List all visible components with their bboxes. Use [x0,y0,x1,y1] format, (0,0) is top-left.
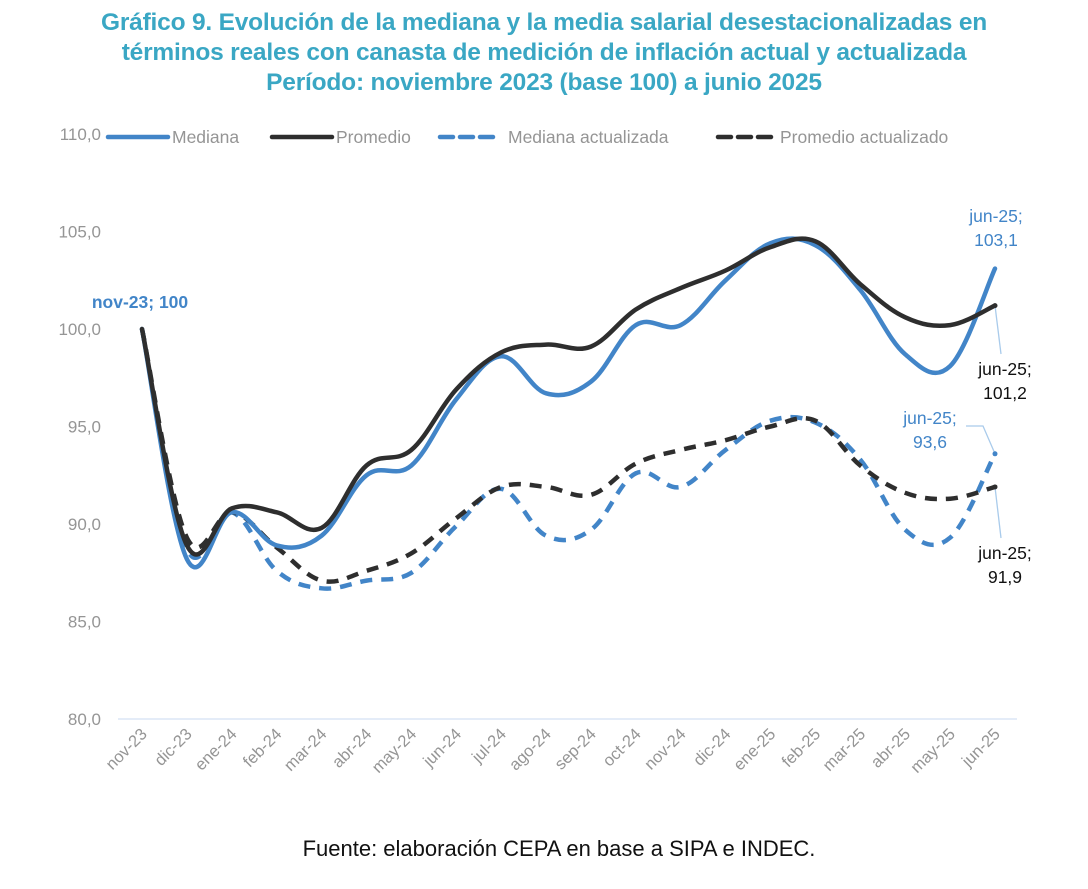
y-tick-label: 100,0 [58,320,101,339]
x-tick-label: feb-25 [778,725,824,771]
legend-item: Promedio actualizado [715,127,948,147]
legend-item: Promedio [269,127,411,147]
chart-title-line-1: Gráfico 9. Evolución de la mediana y la … [100,9,988,36]
leader-line [966,425,996,455]
legend: Mediana Promedio Mediana actualizada Promed… [105,127,948,147]
annotation-text: 103,1 [974,230,1018,250]
annotation-text: jun-25; [977,359,1032,379]
x-tick-label: dic-23 [151,725,196,770]
x-tick-label: dic-24 [690,725,735,770]
x-tick-label: mar-25 [819,725,869,775]
y-axis: 80,0 85,0 90,0 95,0 100,0 105,0 110,0 [58,125,101,729]
x-tick-label: feb-24 [240,725,286,771]
legend-label: Promedio actualizado [780,127,948,147]
annotation-mediana-act-end: jun-25; 93,6 [902,408,998,457]
x-tick-label: nov-23 [102,725,150,773]
chart-title-line-3: Período: noviembre 2023 (base 100) a jun… [266,69,822,96]
annotation-marker [992,451,998,457]
legend-label: Mediana actualizada [508,127,669,147]
x-tick-label: ene-25 [730,725,779,774]
annotation-text: 101,2 [983,383,1027,403]
x-tick-label: may-24 [369,725,421,777]
chart-title: Gráfico 9. Evolución de la mediana y la … [0,8,1088,98]
x-tick-label: jun-24 [419,725,465,771]
x-tick-label: may-25 [907,725,959,777]
annotation-marker [992,303,998,309]
leader-line [994,305,1002,355]
y-tick-label: 95,0 [68,418,101,437]
annotation-text: 93,6 [913,432,947,452]
annotation-layer: nov-23; 100jun-25;103,1jun-25;101,2jun-2… [92,206,1032,587]
annotation-start: nov-23; 100 [92,292,189,312]
y-tick-label: 90,0 [68,515,101,534]
x-tick-label: jun-25 [958,725,1004,771]
series-line-mediana-actualizada [139,328,997,591]
annotation-text: 91,9 [988,567,1022,587]
annotation-text: jun-25; [977,543,1032,563]
y-tick-label: 80,0 [68,710,101,729]
annotation-text: jun-25; [968,206,1023,226]
annotation-promedio-end: jun-25; 101,2 [977,303,1032,403]
y-tick-label: 105,0 [58,223,101,242]
x-tick-label: oct-24 [600,725,645,770]
annotation-promedio-act-end: jun-25; 91,9 [977,484,1032,587]
annotation-marker [992,484,998,490]
x-tick-label: ene-24 [192,725,241,774]
y-tick-label: 110,0 [60,125,101,144]
series-line-mediana [139,236,998,570]
source-note: Fuente: elaboración CEPA en base a SIPA … [302,836,816,861]
chart-title-line-2: términos reales con canasta de medición … [121,39,967,66]
legend-label: Mediana [172,127,239,147]
x-tick-label: jul-24 [468,725,510,767]
series-line-promedio [139,236,998,557]
annotation-mediana-end: jun-25; 103,1 [968,206,1023,250]
series-layer [139,236,998,591]
legend-label: Promedio [336,127,411,147]
legend-item: Mediana [105,127,239,147]
legend-item: Mediana actualizada [437,127,669,147]
x-tick-label: sep-24 [551,725,599,773]
leader-line [994,486,1002,539]
annotation-text: jun-25; [902,408,957,428]
annotation-text: nov-23; 100 [92,292,189,312]
x-tick-label: mar-24 [281,725,331,775]
x-tick-label: nov-24 [641,725,689,773]
y-tick-label: 85,0 [68,613,101,632]
x-tick-label: ago-24 [506,725,555,774]
